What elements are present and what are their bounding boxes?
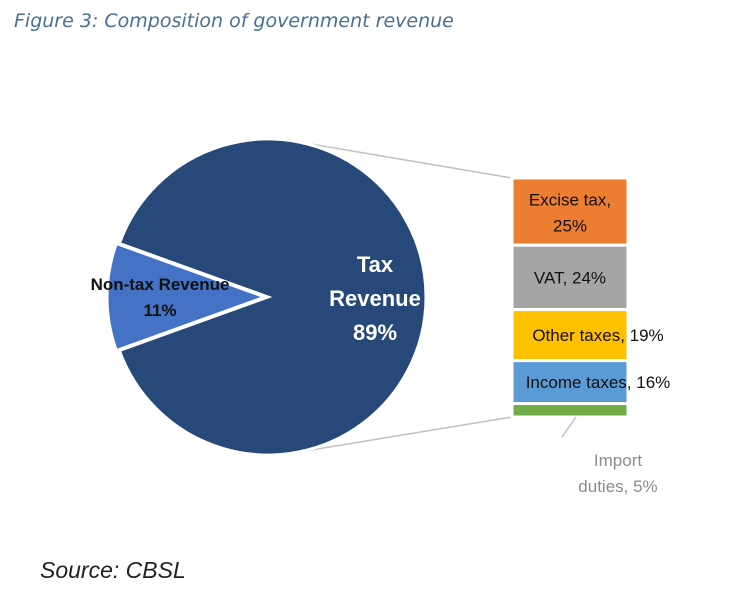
connector-line-bottom <box>296 416 513 454</box>
label-vat-line-1: VAT, 24% <box>534 268 606 287</box>
data-labels: Tax Revenue 89% Non-tax Revenue 11% Excise ta… <box>91 191 671 496</box>
label-import-duties-line-2: duties, 5% <box>578 477 657 496</box>
connector-lines <box>296 140 513 454</box>
source-note: Source: CBSL <box>40 557 186 583</box>
bar-segment-income-taxes <box>510 359 630 406</box>
figure-title: Figure 3: Composition of government reve… <box>14 10 454 32</box>
pie-slice-non-tax-revenue <box>105 241 270 353</box>
label-import-duties-line-1: Import <box>594 451 642 470</box>
label-non-tax-revenue-line-1: Non-tax Revenue <box>91 275 230 294</box>
label-other-taxes-line-1: Other taxes, 19% <box>532 326 663 345</box>
label-tax-revenue-line-3: 89% <box>353 320 397 345</box>
label-excise-tax-line-2: 25% <box>553 217 587 236</box>
label-non-tax-revenue-line-2: 11% <box>143 301 176 320</box>
label-tax-revenue-line-2: Revenue <box>329 286 421 311</box>
bar-segment-vat <box>510 243 630 312</box>
leader-line-import-duties <box>561 416 577 438</box>
connector-line-top <box>296 140 513 179</box>
pie <box>105 137 428 457</box>
label-income-taxes-line-1: Income taxes, 16% <box>526 373 671 392</box>
label-tax-revenue-line-1: Tax <box>357 252 394 277</box>
label-excise-tax-line-1: Excise tax, <box>529 191 611 210</box>
bar-segment-import-duties <box>510 402 630 419</box>
stacked-breakdown-bar <box>510 176 630 419</box>
pie-slice-tax-revenue <box>117 137 428 457</box>
